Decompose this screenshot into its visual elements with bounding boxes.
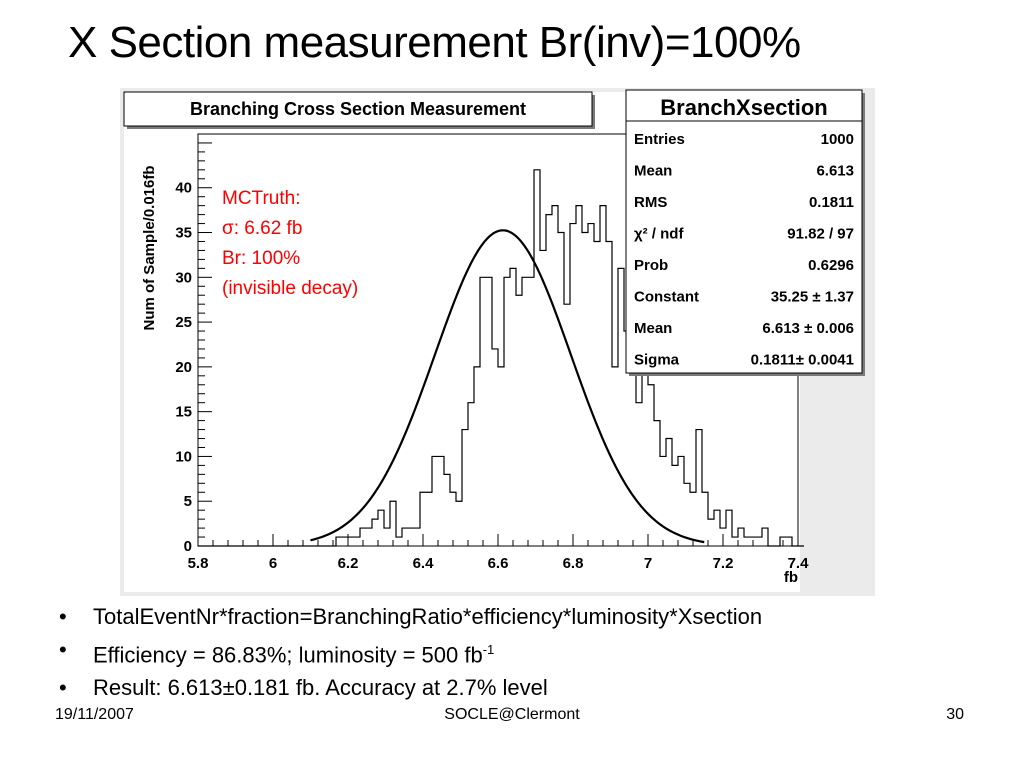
annotation-line: σ: 6.62 fb: [222, 218, 302, 239]
gaussian-fit: [310, 229, 705, 544]
histogram-plot: Branching Cross Section Measurement 5.8 6…: [120, 88, 875, 596]
stats-rows: Entries 1000 Mean 6.613 RMS 0.1811 χ² / ndf 91.…: [634, 131, 854, 369]
stats-row-label: Mean: [634, 320, 672, 337]
x-tick-label: 5.8: [188, 555, 209, 572]
stats-row-value: 6.613 ± 0.006: [762, 320, 854, 337]
stats-row-value: 0.1811: [809, 194, 854, 211]
slide-title: X Section measurement Br(inv)=100%: [68, 18, 801, 67]
bullet-item: • Result: 6.613±0.181 fb. Accuracy at 2.…: [55, 671, 1015, 704]
histogram-outline: [198, 169, 804, 547]
y-tick-label: 0: [184, 538, 192, 555]
mctruth-annotation: MCTruth: σ: 6.62 fb Br: 100% (invisible …: [222, 188, 358, 299]
bullet-list: • TotalEventNr*fraction=BranchingRatio*e…: [55, 600, 1015, 704]
annotation-line: (invisible decay): [222, 278, 358, 299]
stats-row-value: 35.25 ± 1.37: [771, 289, 854, 306]
stats-row-label: Entries: [634, 131, 685, 148]
footer-venue: SOCLE@Clermont: [444, 706, 580, 723]
stats-row-value: 0.6296: [808, 257, 854, 274]
x-tick-label: 7.2: [713, 555, 734, 572]
y-tick-label: 5: [184, 493, 192, 510]
x-tick-label: 6.6: [488, 555, 509, 572]
stats-row-label: Prob: [634, 257, 668, 274]
bullet-text: TotalEventNr*fraction=BranchingRatio*eff…: [93, 604, 763, 629]
stats-row-label: Constant: [634, 289, 699, 306]
bullet-item: • TotalEventNr*fraction=BranchingRatio*e…: [55, 600, 1015, 633]
stats-box-name: BranchXsection: [660, 95, 828, 120]
histogram-svg: Branching Cross Section Measurement 5.8 6…: [120, 88, 875, 596]
stats-row-value: 0.1811± 0.0041: [751, 352, 854, 369]
histogram-bins: [198, 169, 804, 547]
y-axis-label: Num of Sample/0.016fb: [141, 165, 158, 330]
stats-row-value: 91.82 / 97: [787, 226, 854, 243]
x-tick-label: 6: [269, 555, 277, 572]
stats-row-value: 6.613: [816, 163, 854, 180]
fit-curve: [310, 229, 705, 544]
annotation-line: Br: 100%: [222, 248, 300, 269]
bullet-text: Efficiency = 86.83%; luminosity = 500 fb: [93, 642, 483, 668]
bullet-text: Result: 6.613±0.181 fb. Accuracy at 2.7%…: [93, 675, 548, 701]
y-axis: 0 5 10 15 20 25 30 35 40: [175, 142, 212, 555]
stats-row-label: χ² / ndf: [634, 226, 684, 243]
y-tick-label: 35: [175, 225, 192, 242]
stats-row-label: Mean: [634, 163, 672, 180]
x-tick-label: 7: [644, 555, 652, 572]
plot-title: Branching Cross Section Measurement: [190, 99, 526, 119]
x-tick-label: 6.8: [563, 555, 584, 572]
x-axis: 5.8 6 6.2 6.4 6.6 6.8 7 7.2 7.4: [188, 534, 810, 572]
y-tick-label: 40: [175, 180, 192, 197]
x-tick-label: 7.4: [788, 555, 810, 572]
stats-box: BranchXsection Entries 1000 Mean 6.613 RMS 0.…: [625, 89, 865, 376]
bullet-dot: •: [59, 637, 67, 662]
y-tick-label: 30: [175, 269, 192, 286]
x-tick-label: 6.2: [338, 555, 359, 572]
x-tick-label: 6.4: [413, 555, 435, 572]
annotation-line: MCTruth:: [222, 188, 300, 209]
y-tick-label: 15: [175, 404, 192, 421]
y-tick-label: 25: [175, 314, 192, 331]
bullet-item: • Efficiency = 86.83%; luminosity = 500 …: [55, 633, 1015, 671]
plot-title-box: Branching Cross Section Measurement: [123, 91, 595, 129]
x-axis-label: fb: [784, 569, 798, 586]
footer-date: 19/11/2007: [55, 706, 134, 723]
stats-row-label: Sigma: [634, 352, 680, 369]
footer-page-number: 30: [946, 706, 964, 723]
stats-row-value: 1000: [821, 131, 854, 148]
y-tick-label: 20: [175, 359, 192, 376]
stats-row-label: RMS: [634, 194, 667, 211]
y-tick-label: 10: [175, 448, 192, 465]
bullet-superscript: -1: [482, 642, 495, 657]
bullet-dot: •: [59, 604, 67, 629]
bullet-dot: •: [59, 675, 67, 701]
